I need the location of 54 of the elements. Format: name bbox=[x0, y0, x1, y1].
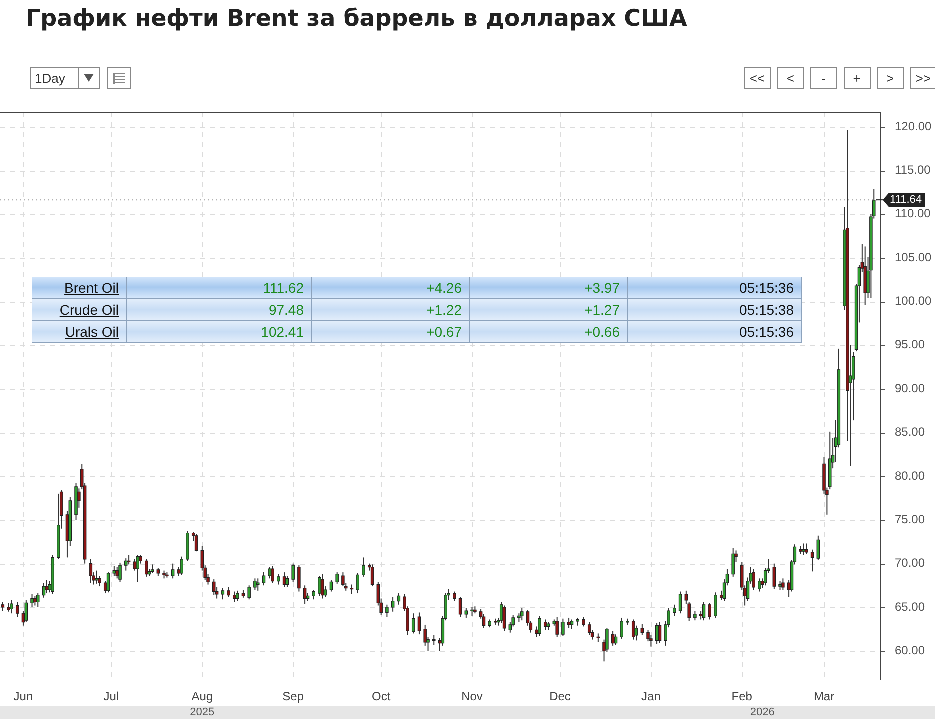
x2-tick-label: 2026 bbox=[750, 706, 775, 719]
category-label: 1Day bbox=[34, 70, 66, 86]
x-tick-label: Dec bbox=[550, 690, 571, 704]
y-tick-label: 100.00 bbox=[895, 294, 932, 308]
x-tick-label: Sep bbox=[282, 690, 304, 704]
y-tick-label: 95.00 bbox=[895, 338, 926, 352]
category-label: Crude Oil bbox=[60, 302, 119, 318]
x-tick-label: Feb bbox=[732, 690, 753, 704]
x-tick-label: Jul bbox=[104, 690, 120, 704]
category-label: > bbox=[876, 67, 904, 89]
text: 97.48 bbox=[268, 302, 304, 318]
y-tick-label: 115.00 bbox=[895, 163, 932, 178]
x-tick-label: Mar bbox=[814, 690, 835, 704]
text: +1.27 bbox=[584, 302, 620, 318]
candlestick bbox=[562, 618, 565, 637]
text: +4.26 bbox=[426, 280, 462, 296]
x-tick-label: Aug bbox=[192, 690, 214, 704]
text: 102.41 bbox=[261, 324, 304, 340]
text: +0.67 bbox=[426, 324, 462, 340]
text: +0.66 bbox=[584, 324, 620, 340]
ref-line-label: 111.64 bbox=[890, 194, 922, 206]
x-tick-label: Jun bbox=[14, 690, 34, 704]
candlestick bbox=[538, 616, 542, 637]
text: 05:15:36 bbox=[740, 280, 794, 296]
category-label: < bbox=[777, 67, 804, 89]
y-tick-label: 65.00 bbox=[895, 600, 926, 614]
candlestick bbox=[802, 543, 806, 556]
y-tick-label: 120.00 bbox=[895, 119, 932, 134]
x-tick-label: Nov bbox=[462, 690, 483, 704]
text: 05:15:38 bbox=[740, 302, 794, 318]
x-tick-label: Jan bbox=[642, 690, 661, 704]
y-tick-label: 70.00 bbox=[895, 556, 926, 570]
category-label: Urals Oil bbox=[65, 324, 119, 340]
candlestick bbox=[758, 578, 762, 592]
y-tick-label: 90.00 bbox=[895, 381, 926, 396]
category-label: - bbox=[810, 67, 838, 89]
text: +1.22 bbox=[426, 302, 462, 318]
x2-tick-label: 2025 bbox=[190, 706, 215, 719]
y-tick-label: 110.00 bbox=[895, 206, 932, 221]
y-tick-label: 85.00 bbox=[895, 425, 926, 440]
y-tick-label: 75.00 bbox=[895, 512, 926, 526]
category-label: Brent Oil bbox=[64, 280, 119, 296]
text: 111.62 bbox=[263, 280, 304, 296]
x-tick-label: Oct bbox=[372, 690, 392, 704]
chart-title: График нефти Brent за баррель в долларах США bbox=[26, 6, 688, 32]
text: 05:15:36 bbox=[740, 324, 794, 340]
text: +3.97 bbox=[584, 280, 620, 296]
category-label: + bbox=[844, 67, 871, 89]
y-tick-label: 105.00 bbox=[895, 250, 932, 264]
category-label: >> bbox=[910, 67, 935, 89]
candlestick bbox=[318, 576, 322, 597]
y-tick-label: 80.00 bbox=[895, 468, 926, 483]
y-tick-label: 60.00 bbox=[895, 643, 926, 658]
category-label: << bbox=[744, 67, 771, 89]
